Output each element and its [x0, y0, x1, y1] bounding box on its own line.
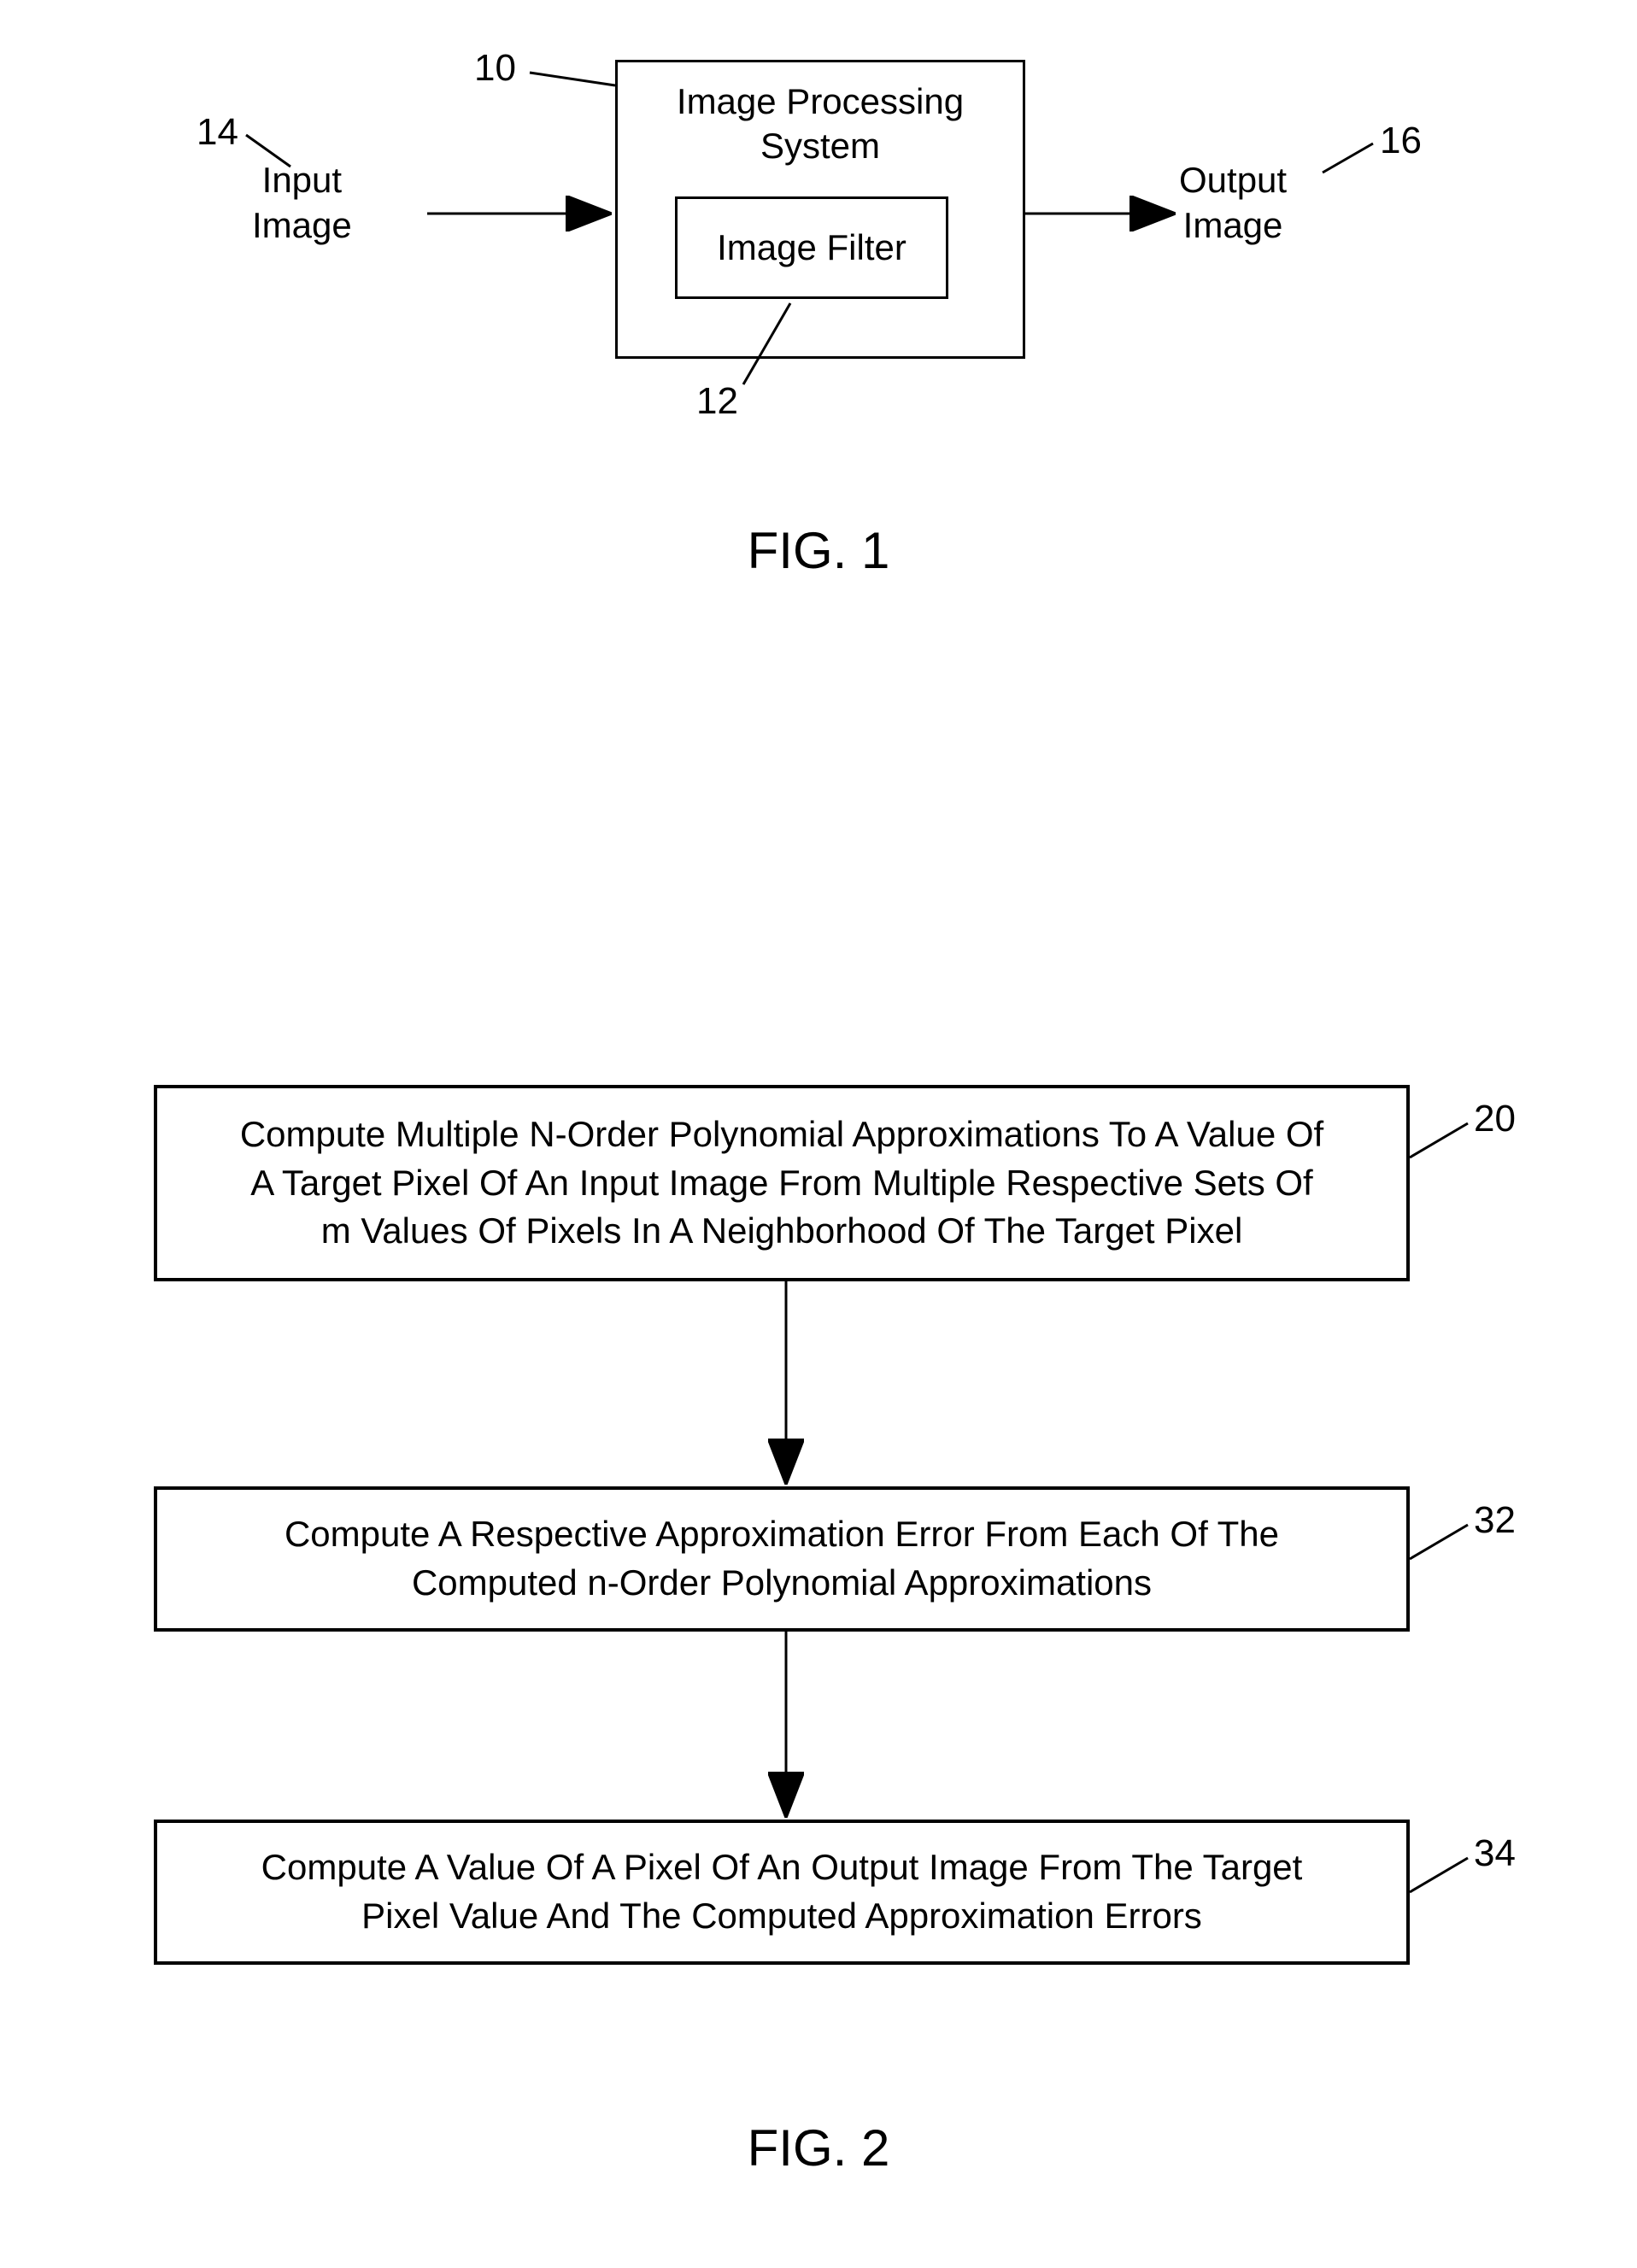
fig2-svg: [0, 0, 1637, 2268]
page: Image Processing System Image Filter Inp…: [0, 0, 1637, 2268]
